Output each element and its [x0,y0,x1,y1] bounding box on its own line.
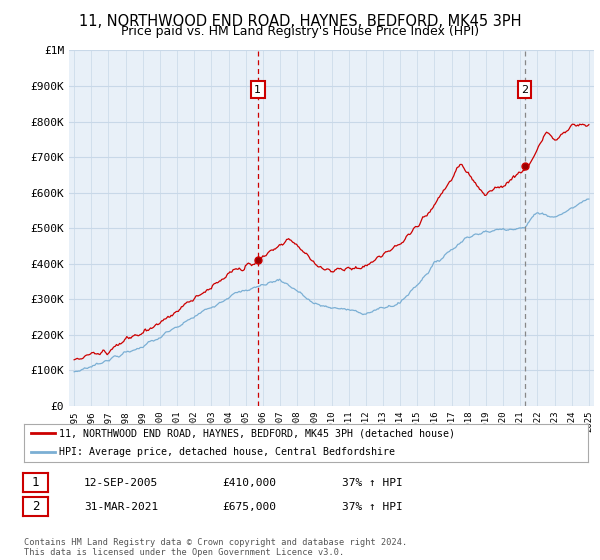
Text: 37% ↑ HPI: 37% ↑ HPI [342,478,403,488]
Text: 11, NORTHWOOD END ROAD, HAYNES, BEDFORD, MK45 3PH: 11, NORTHWOOD END ROAD, HAYNES, BEDFORD,… [79,14,521,29]
Text: 1: 1 [32,476,39,489]
Text: 2: 2 [521,85,528,95]
Text: 31-MAR-2021: 31-MAR-2021 [84,502,158,512]
Text: £675,000: £675,000 [222,502,276,512]
Text: £410,000: £410,000 [222,478,276,488]
Text: Price paid vs. HM Land Registry's House Price Index (HPI): Price paid vs. HM Land Registry's House … [121,25,479,38]
Text: HPI: Average price, detached house, Central Bedfordshire: HPI: Average price, detached house, Cent… [59,447,395,458]
Text: 1: 1 [254,85,261,95]
Text: 12-SEP-2005: 12-SEP-2005 [84,478,158,488]
Text: Contains HM Land Registry data © Crown copyright and database right 2024.
This d: Contains HM Land Registry data © Crown c… [24,538,407,557]
Text: 2: 2 [32,500,39,514]
Text: 11, NORTHWOOD END ROAD, HAYNES, BEDFORD, MK45 3PH (detached house): 11, NORTHWOOD END ROAD, HAYNES, BEDFORD,… [59,428,455,438]
Text: 37% ↑ HPI: 37% ↑ HPI [342,502,403,512]
